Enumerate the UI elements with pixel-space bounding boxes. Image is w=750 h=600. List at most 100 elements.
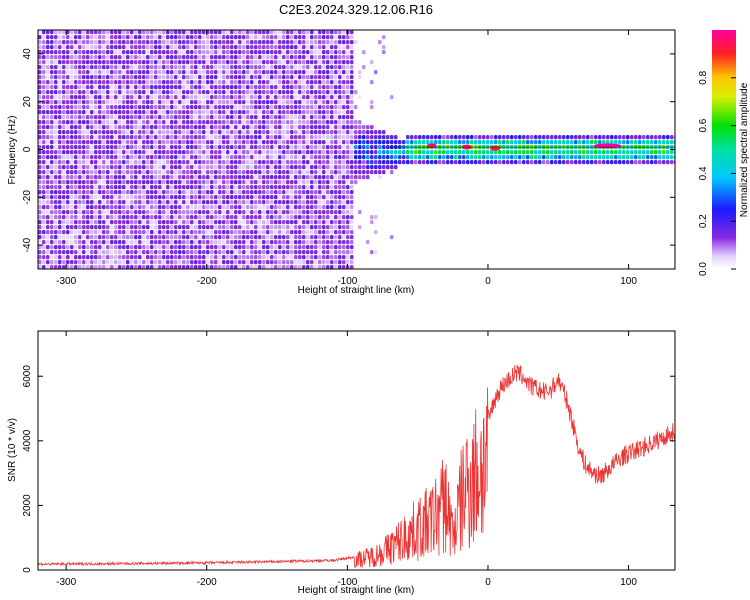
heatmap-cell	[266, 70, 270, 75]
heatmap-cell	[274, 210, 278, 215]
heatmap-cell	[246, 105, 250, 110]
heatmap-cell	[126, 125, 130, 130]
heatmap-cell	[342, 265, 346, 269]
heatmap-cell	[202, 190, 206, 195]
heatmap-cell	[314, 190, 318, 195]
heatmap-cell	[338, 265, 342, 269]
heatmap-cell	[66, 90, 70, 95]
heatmap-cell	[66, 70, 70, 75]
heatmap-cell	[526, 135, 530, 140]
heatmap-cell	[566, 155, 570, 160]
heatmap-cell	[242, 30, 246, 35]
heatmap-cell	[98, 95, 102, 100]
heatmap-cell	[66, 170, 70, 175]
heatmap-cell	[482, 160, 486, 165]
heatmap-cell	[198, 90, 202, 95]
heatmap-cell	[354, 120, 358, 125]
heatmap-cell	[242, 255, 246, 260]
heatmap-cell	[58, 45, 62, 50]
heatmap-cell	[450, 140, 454, 145]
heatmap-cell	[638, 135, 642, 140]
heatmap-cell	[558, 150, 562, 155]
heatmap-cell	[130, 155, 134, 160]
heatmap-cell	[278, 90, 282, 95]
heatmap-cell	[118, 60, 122, 65]
heatmap-cell	[78, 50, 82, 55]
heatmap-cell	[334, 30, 338, 35]
heatmap-cell	[150, 65, 154, 70]
heatmap-cell	[122, 65, 126, 70]
heatmap-cell	[198, 80, 202, 85]
heatmap-cell	[126, 75, 130, 80]
heatmap-cell	[142, 245, 146, 250]
heatmap-cell	[306, 65, 310, 70]
heatmap-cell	[270, 265, 274, 269]
heatmap-cell	[318, 55, 322, 60]
y-tick-label: 0	[22, 567, 33, 573]
heatmap-cell	[98, 40, 102, 45]
heatmap-cell	[230, 245, 234, 250]
heatmap-cell	[290, 95, 294, 100]
heatmap-cell	[110, 125, 114, 130]
spectrogram-frame	[37, 29, 676, 270]
heatmap-cell	[222, 175, 226, 180]
heatmap-cell	[202, 250, 206, 255]
heatmap-cell	[382, 155, 386, 160]
heatmap-cell	[206, 195, 210, 200]
heatmap-cell	[122, 230, 126, 235]
heatmap-cell	[70, 265, 74, 269]
heatmap-cell	[290, 100, 294, 105]
heatmap-cell	[230, 90, 234, 95]
heatmap-cell	[102, 80, 106, 85]
heatmap-cell	[222, 125, 226, 130]
heatmap-cell	[90, 120, 94, 125]
heatmap-cell	[326, 135, 330, 140]
heatmap-cell	[358, 155, 362, 160]
heatmap-cell	[546, 140, 550, 145]
heatmap-cell	[366, 150, 370, 155]
heatmap-cell	[294, 110, 298, 115]
heatmap-cell	[286, 100, 290, 105]
heatmap-cell	[74, 170, 78, 175]
heatmap-cell	[82, 155, 86, 160]
heatmap-cell	[102, 110, 106, 115]
heatmap-cell	[154, 160, 158, 165]
heatmap-cell	[262, 30, 266, 35]
heatmap-cell	[246, 65, 250, 70]
heatmap-cell	[574, 155, 578, 160]
heatmap-cell	[166, 200, 170, 205]
heatmap-cell	[286, 235, 290, 240]
heatmap-cell	[142, 240, 146, 245]
heatmap-cell	[66, 230, 70, 235]
heatmap-cell	[106, 210, 110, 215]
heatmap-cell	[66, 205, 70, 210]
heatmap-cell	[378, 40, 382, 45]
heatmap-cell	[94, 35, 98, 40]
heatmap-cell	[222, 145, 226, 150]
heatmap-cell	[142, 155, 146, 160]
heatmap-cell	[38, 65, 42, 70]
heatmap-cell	[670, 150, 674, 155]
heatmap-cell	[254, 90, 258, 95]
heatmap-cell	[258, 185, 262, 190]
heatmap-cell	[278, 125, 282, 130]
heatmap-cell	[74, 240, 78, 245]
heatmap-cell	[214, 190, 218, 195]
heatmap-cell	[226, 195, 230, 200]
heatmap-cell	[494, 150, 498, 155]
heatmap-cell	[182, 125, 186, 130]
heatmap-cell	[282, 95, 286, 100]
heatmap-cell	[610, 155, 614, 160]
heatmap-cell	[298, 145, 302, 150]
heatmap-cell	[246, 220, 250, 225]
heatmap-cell	[106, 205, 110, 210]
heatmap-cell	[50, 110, 54, 115]
heatmap-cell	[302, 100, 306, 105]
heatmap-cell	[382, 170, 386, 175]
heatmap-cell	[82, 30, 86, 35]
heatmap-cell	[62, 255, 66, 260]
heatmap-cell	[98, 110, 102, 115]
heatmap-cell	[298, 50, 302, 55]
heatmap-cell	[142, 265, 146, 269]
heatmap-cell	[78, 165, 82, 170]
